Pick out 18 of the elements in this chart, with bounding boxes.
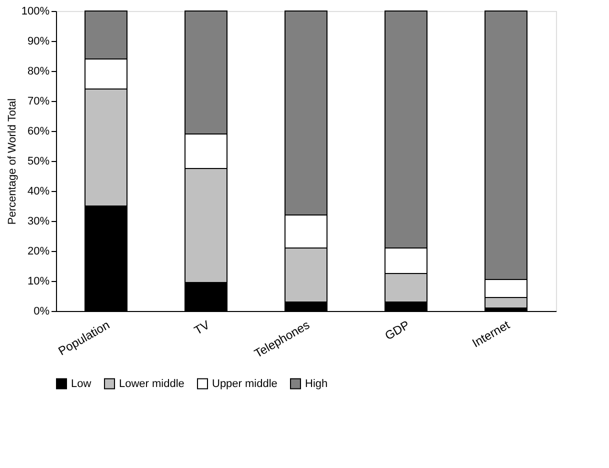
y-tick-label: 40% (27, 186, 50, 198)
y-tick-label: 10% (27, 276, 50, 288)
legend-label: Lower middle (119, 378, 184, 390)
legend-label: Upper middle (212, 378, 278, 390)
x-tick-label: GDP (382, 318, 412, 343)
y-axis-title: Percentage of World Total (6, 98, 18, 225)
y-tick-label: 70% (27, 96, 50, 108)
legend-label: High (305, 378, 328, 390)
y-tick-label: 50% (27, 156, 50, 168)
y-tick-label: 60% (27, 126, 50, 138)
x-tick-label: TV (192, 318, 212, 338)
y-tick-label: 100% (21, 6, 50, 18)
legend-label: Low (71, 378, 92, 390)
y-tick-label: 30% (27, 216, 50, 228)
y-tick-label: 0% (34, 306, 50, 318)
y-tick-label: 90% (27, 36, 50, 48)
y-tick-label: 20% (27, 246, 50, 258)
y-tick-label: 80% (27, 66, 50, 78)
